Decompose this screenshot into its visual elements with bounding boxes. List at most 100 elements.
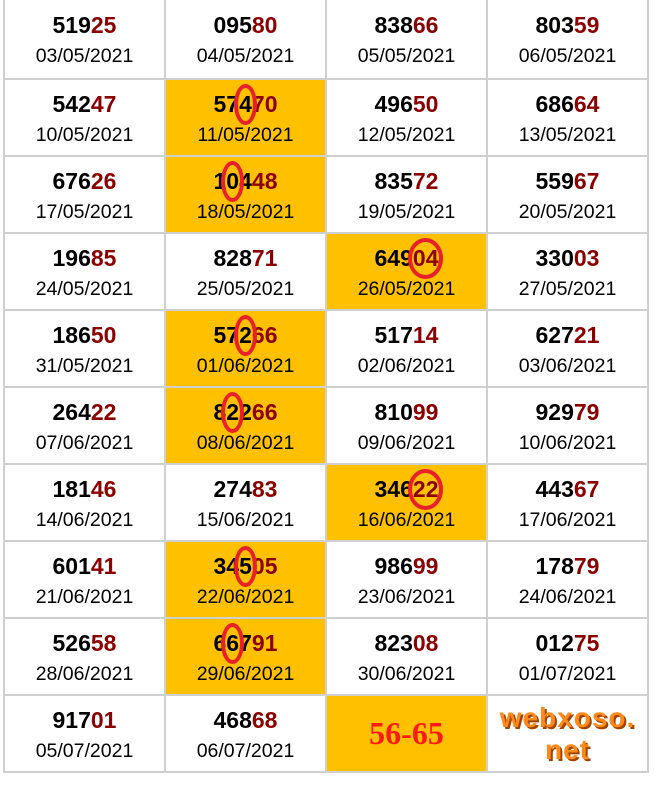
result-date: 12/05/2021 <box>357 123 456 146</box>
result-cell: 17879 24/06/2021 <box>486 540 649 619</box>
digit: 6 <box>226 629 240 656</box>
result-date: 23/06/2021 <box>357 585 456 608</box>
result-number: 34505 <box>166 545 325 587</box>
digit: 5 <box>213 321 227 348</box>
result-number: 49650 <box>327 90 486 118</box>
result-number: 82871 <box>166 244 325 272</box>
number-tail: 79 <box>573 398 600 425</box>
result-cell: 57470 11/05/2021 <box>164 78 327 157</box>
number-prefix: 627 <box>535 321 574 348</box>
circle-mark: 2 <box>234 314 257 356</box>
result-number: 91701 <box>5 706 164 734</box>
result-cell: 18146 14/06/2021 <box>3 463 166 542</box>
result-date: 01/06/2021 <box>196 354 295 377</box>
result-number: 17879 <box>488 552 647 580</box>
result-date: 02/06/2021 <box>357 354 456 377</box>
result-cell: 18650 31/05/2021 <box>3 309 166 388</box>
digit: 2 <box>425 475 439 502</box>
result-cell: 80359 06/05/2021 <box>486 0 649 80</box>
number-tail: 99 <box>412 398 439 425</box>
digit: 8 <box>264 167 278 194</box>
result-cell: 81099 09/06/2021 <box>325 386 488 465</box>
digit: 2 <box>226 398 240 425</box>
result-cell: 60141 21/06/2021 <box>3 540 166 619</box>
result-cell: 44367 17/06/2021 <box>486 463 649 542</box>
result-cell: 67626 17/05/2021 <box>3 155 166 234</box>
result-number: 52658 <box>5 629 164 657</box>
result-number: 46868 <box>166 706 325 734</box>
result-number: 44367 <box>488 475 647 503</box>
result-date: 05/07/2021 <box>35 739 134 762</box>
number-tail: 58 <box>90 629 117 656</box>
result-number: 34622 <box>327 468 486 510</box>
result-date: 04/05/2021 <box>196 45 295 67</box>
circle-mark: 2 <box>221 391 244 433</box>
number-prefix: 542 <box>52 90 91 117</box>
table-row: 51925 03/05/2021 09580 04/05/2021 83866 05/05… <box>3 0 649 80</box>
result-cell: 19685 24/05/2021 <box>3 232 166 311</box>
number-tail: 25 <box>90 12 117 38</box>
result-cell: 34622 16/06/2021 <box>325 463 488 542</box>
result-number: 54247 <box>5 90 164 118</box>
result-date: 10/06/2021 <box>518 431 617 454</box>
table-row: 18650 31/05/2021 57266 01/06/2021 51714 02/06… <box>3 309 649 388</box>
circle-mark: 04 <box>407 237 444 279</box>
digit: 5 <box>239 552 252 579</box>
number-prefix: 186 <box>52 321 91 348</box>
result-cell: 01275 01/07/2021 <box>486 617 649 696</box>
digit: 4 <box>239 90 252 117</box>
number-prefix: 929 <box>535 398 574 425</box>
number-tail: 67 <box>573 475 600 502</box>
number-prefix: 012 <box>535 629 574 656</box>
number-tail: 46 <box>90 475 117 502</box>
digit: 4 <box>251 167 265 194</box>
result-number: 64904 <box>327 237 486 279</box>
number-tail: 01 <box>90 706 117 733</box>
table-row: 52658 28/06/2021 66791 29/06/2021 82308 30/06… <box>3 617 649 696</box>
number-prefix: 095 <box>213 12 252 38</box>
digit: 6 <box>264 398 278 425</box>
result-date: 24/06/2021 <box>518 585 617 608</box>
result-cell: 82266 08/06/2021 <box>164 386 327 465</box>
result-cell: 52658 28/06/2021 <box>3 617 166 696</box>
result-number: 82266 <box>166 391 325 433</box>
result-date: 19/05/2021 <box>357 200 456 223</box>
result-cell: 57266 01/06/2021 <box>164 309 327 388</box>
table-row: 54247 10/05/2021 57470 11/05/2021 49650 12/05… <box>3 78 649 157</box>
result-date: 01/07/2021 <box>518 662 617 685</box>
result-cell: 62721 03/06/2021 <box>486 309 649 388</box>
result-cell: 82871 25/05/2021 <box>164 232 327 311</box>
result-cell: 49650 12/05/2021 <box>325 78 488 157</box>
number-tail: 47 <box>90 90 117 117</box>
table-row: 60141 21/06/2021 34505 22/06/2021 98699 23/06… <box>3 540 649 619</box>
digit: 3 <box>213 552 227 579</box>
result-date: 17/06/2021 <box>518 508 617 531</box>
number-tail: 68 <box>251 706 278 733</box>
number-tail: 41 <box>90 552 117 579</box>
result-date: 27/05/2021 <box>518 277 617 300</box>
result-date: 15/06/2021 <box>196 508 295 531</box>
result-cell: 83572 19/05/2021 <box>325 155 488 234</box>
result-date: 14/06/2021 <box>35 508 134 531</box>
digit: 0 <box>264 90 278 117</box>
number-tail: 71 <box>251 244 278 271</box>
number-prefix: 496 <box>374 90 413 117</box>
number-tail: 75 <box>573 629 600 656</box>
result-number: 80359 <box>488 11 647 39</box>
number-prefix: 676 <box>52 167 91 194</box>
result-number: 66791 <box>166 622 325 664</box>
digit: 4 <box>387 475 401 502</box>
number-prefix: 835 <box>374 167 413 194</box>
result-cell: 51714 02/06/2021 <box>325 309 488 388</box>
result-number: 57470 <box>166 83 325 125</box>
result-cell: 27483 15/06/2021 <box>164 463 327 542</box>
result-cell: 33003 27/05/2021 <box>486 232 649 311</box>
number-tail: 80 <box>251 12 278 38</box>
number-tail: 85 <box>90 244 117 271</box>
prediction-cell: 56-65 <box>325 694 488 773</box>
circle-mark: 0 <box>221 160 244 202</box>
number-prefix: 803 <box>535 12 574 38</box>
result-date: 09/06/2021 <box>357 431 456 454</box>
result-cell: 92979 10/06/2021 <box>486 386 649 465</box>
result-number: 51925 <box>5 11 164 39</box>
